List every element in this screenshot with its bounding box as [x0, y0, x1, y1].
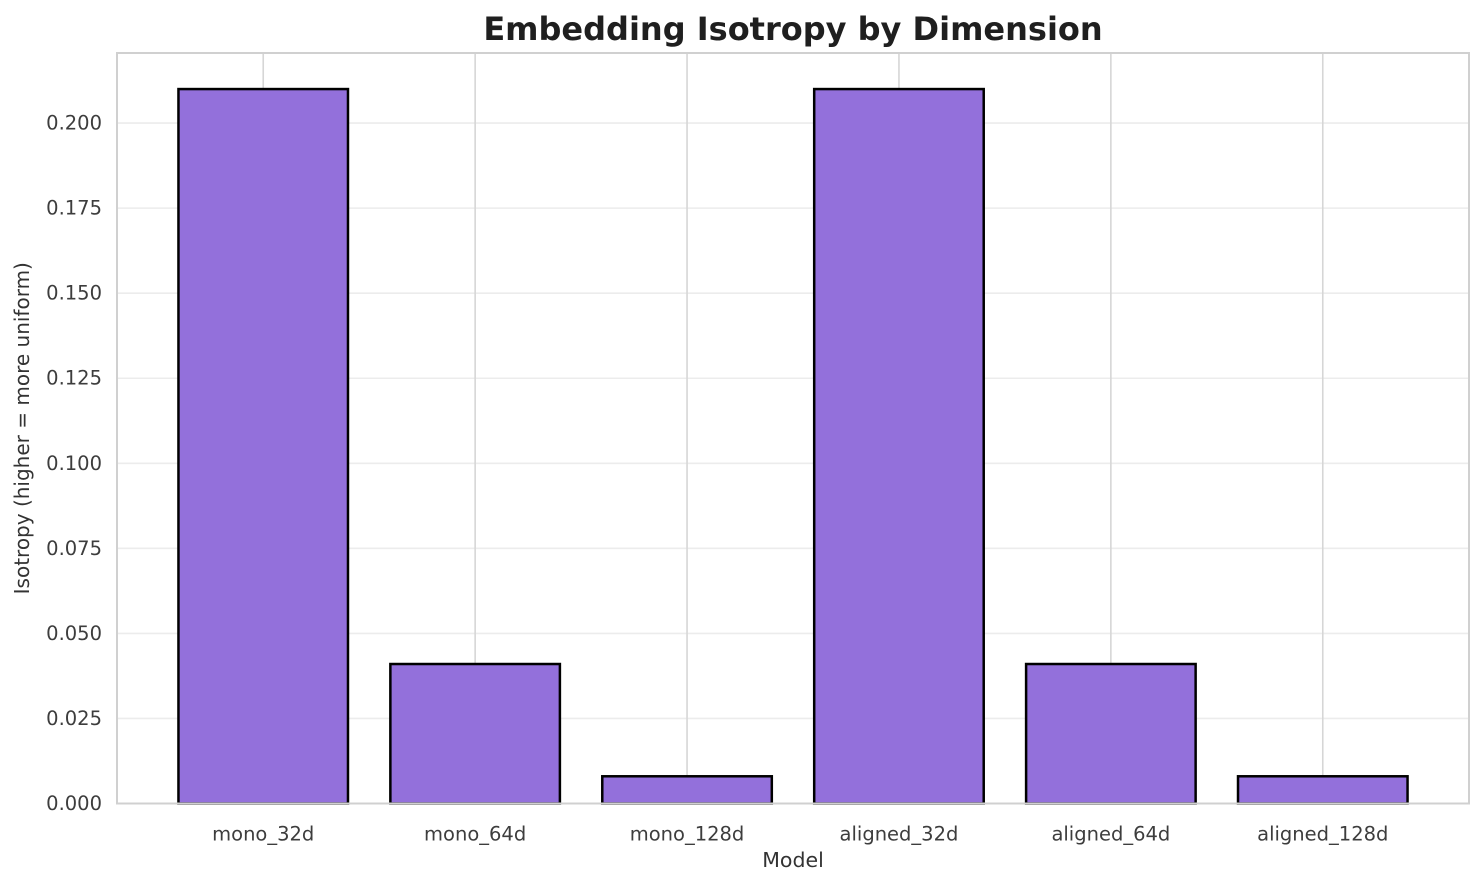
chart-title: Embedding Isotropy by Dimension — [483, 10, 1102, 48]
y-axis-label: Isotropy (higher = more uniform) — [10, 262, 34, 594]
y-tick-label: 0.100 — [46, 452, 102, 475]
y-tick-label: 0.050 — [46, 622, 102, 645]
bar-aligned_64d — [1024, 662, 1197, 805]
text-layer: Embedding Isotropy by Dimension Model Isot… — [10, 10, 1103, 872]
bar-mono_128d — [601, 775, 774, 805]
tick-label-layer: 0.000 0.025 0.050 0.075 0.100 0.125 0.150 0.175… — [46, 112, 1388, 846]
y-tick-label: 0.150 — [46, 282, 102, 305]
x-tick-label: mono_64d — [424, 823, 526, 846]
x-axis-label: Model — [762, 848, 824, 872]
bar-mono_32d — [177, 87, 350, 805]
bar-aligned_32d — [812, 87, 985, 805]
x-tick-label: aligned_64d — [1051, 823, 1170, 846]
y-tick-label: 0.000 — [46, 792, 102, 815]
y-tick-label: 0.075 — [46, 537, 102, 560]
plot-border — [116, 52, 1470, 805]
x-tick-label: mono_128d — [630, 823, 745, 846]
y-tick-label: 0.200 — [46, 112, 102, 135]
y-tick-label: 0.125 — [46, 367, 102, 390]
x-tick-label: aligned_32d — [840, 823, 959, 846]
bar-layer — [177, 87, 1409, 805]
x-tick-label: mono_32d — [212, 823, 314, 846]
x-tick-label: aligned_128d — [1257, 823, 1388, 846]
axes-spines — [116, 52, 1470, 805]
bar-aligned_128d — [1236, 775, 1409, 805]
y-tick-label: 0.025 — [46, 707, 102, 730]
bar-mono_64d — [389, 662, 562, 805]
y-tick-label: 0.175 — [46, 197, 102, 220]
